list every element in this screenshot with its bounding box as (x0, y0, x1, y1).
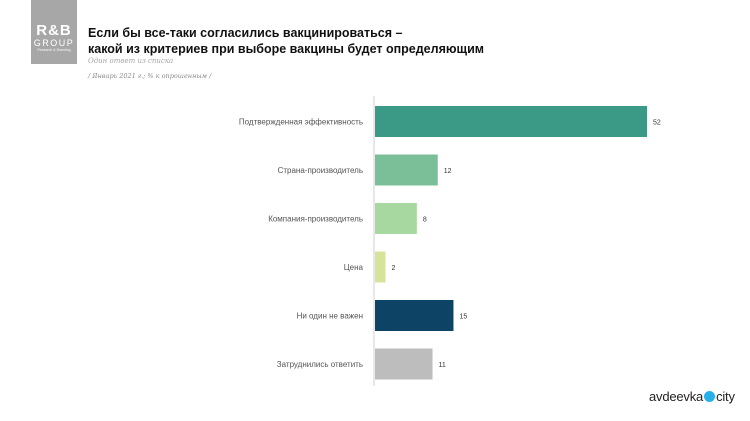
bar-4 (375, 251, 386, 283)
value-label-5: 15 (459, 314, 467, 321)
bar-1 (375, 106, 647, 137)
category-label-1: Подтвержденная эффективность (239, 118, 363, 127)
category-label-6: Затруднились ответить (277, 360, 363, 369)
bar-2 (375, 154, 438, 186)
category-label-2: Страна-производитель (278, 166, 363, 175)
avdeevka-city-watermark: avdeevka city (649, 389, 735, 404)
logo-tagline: Research & Branding (37, 48, 71, 52)
rb-group-logo: R&B GROUP Research & Branding (31, 0, 77, 64)
logo-text-rb: R&B (36, 22, 72, 39)
title-line-2: какой из критериев при выборе вакцины бу… (88, 42, 485, 56)
bar-5 (375, 300, 454, 331)
category-label-3: Компания-производитель (268, 215, 363, 224)
bar-6 (375, 348, 433, 380)
bar-3 (375, 203, 417, 234)
category-label-4: Цена (344, 263, 364, 272)
watermark-left: avdeevka (649, 389, 704, 404)
chart-title: Если бы все-таки согласились вакцинирова… (88, 25, 648, 57)
logo-text-group: GROUP (33, 38, 75, 48)
category-label-5: Ни один не важен (297, 312, 363, 321)
watermark-dot-icon (704, 391, 716, 402)
chart-subtitle: Один ответ из списка (88, 57, 174, 65)
value-label-3: 8 (423, 217, 427, 224)
value-label-4: 2 (391, 265, 395, 272)
watermark-right: city (716, 389, 735, 404)
value-label-6: 11 (439, 362, 446, 369)
chart-note: / Январь 2021 г.; % к опрошенным / (88, 72, 212, 80)
value-label-2: 12 (444, 168, 452, 175)
title-line-1: Если бы все-таки согласились вакцинирова… (88, 26, 403, 40)
value-label-1: 52 (653, 120, 661, 127)
